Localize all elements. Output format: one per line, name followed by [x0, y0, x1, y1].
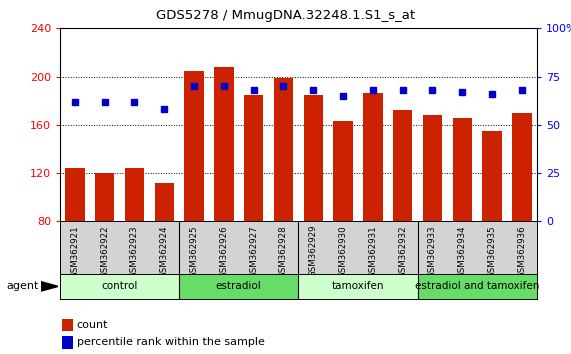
Text: percentile rank within the sample: percentile rank within the sample [77, 337, 265, 348]
Bar [244, 95, 263, 221]
Bar [184, 70, 204, 221]
Text: GSM362926: GSM362926 [219, 225, 228, 278]
Text: GDS5278 / MmugDNA.32248.1.S1_s_at: GDS5278 / MmugDNA.32248.1.S1_s_at [156, 9, 415, 22]
Text: control: control [102, 281, 138, 291]
Bar [417, 274, 537, 299]
Bar [62, 319, 73, 331]
Text: estradiol: estradiol [216, 281, 262, 291]
Bar [95, 173, 114, 221]
Bar [363, 93, 383, 221]
Text: GSM362935: GSM362935 [488, 225, 497, 278]
Text: GSM362928: GSM362928 [279, 225, 288, 278]
Bar [125, 168, 144, 221]
Text: count: count [77, 320, 108, 330]
Text: GSM362933: GSM362933 [428, 225, 437, 278]
Text: tamoxifen: tamoxifen [332, 281, 384, 291]
Bar [299, 274, 417, 299]
Bar [393, 110, 412, 221]
Text: GSM362930: GSM362930 [339, 225, 348, 278]
Bar [512, 113, 532, 221]
Text: GSM362929: GSM362929 [309, 225, 317, 278]
Text: GSM362927: GSM362927 [249, 225, 258, 278]
Text: GSM362922: GSM362922 [100, 225, 109, 278]
Text: GSM362925: GSM362925 [190, 225, 199, 278]
Bar [155, 183, 174, 221]
Bar [482, 131, 502, 221]
Bar [62, 336, 73, 349]
Bar [333, 121, 353, 221]
Text: agent: agent [7, 281, 39, 291]
Bar [453, 118, 472, 221]
Text: GSM362923: GSM362923 [130, 225, 139, 278]
Bar [304, 95, 323, 221]
Bar [65, 168, 85, 221]
Text: GSM362932: GSM362932 [398, 225, 407, 278]
Bar [179, 274, 299, 299]
Bar [423, 115, 442, 221]
Text: GSM362924: GSM362924 [160, 225, 169, 278]
Polygon shape [41, 282, 58, 291]
Text: GSM362934: GSM362934 [458, 225, 467, 278]
Text: GSM362931: GSM362931 [368, 225, 377, 278]
Bar [60, 274, 179, 299]
Text: GSM362921: GSM362921 [70, 225, 79, 278]
Bar [214, 67, 234, 221]
Bar [274, 78, 293, 221]
Text: GSM362936: GSM362936 [517, 225, 526, 278]
Text: estradiol and tamoxifen: estradiol and tamoxifen [415, 281, 540, 291]
